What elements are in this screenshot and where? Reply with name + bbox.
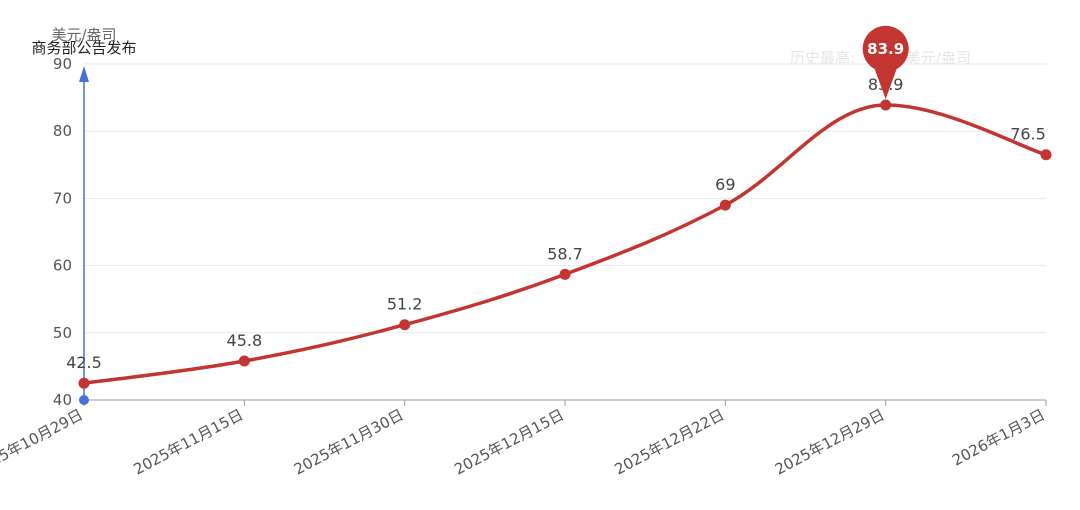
peak-caption: 历史最高: 美元/盎司: [790, 49, 971, 67]
data-point: [78, 377, 90, 389]
annotation-arrow-head: [79, 66, 89, 82]
data-point: [399, 319, 411, 331]
x-tick-label: 2026年1月3日: [949, 406, 1048, 470]
x-tick-label: 2025年11月15日: [131, 406, 247, 479]
data-point: [1040, 149, 1052, 161]
y-tick-label: 50: [53, 324, 72, 342]
data-point: [880, 99, 892, 111]
y-tick-label: 60: [53, 257, 72, 275]
peak-pin-value: 83.9: [867, 40, 904, 58]
data-point: [238, 355, 250, 367]
data-label: 42.5: [66, 353, 102, 372]
data-label: 69: [715, 175, 735, 194]
x-tick-label: 2025年11月30日: [291, 406, 407, 479]
x-tick-label: 2025年12月29日: [772, 406, 888, 479]
annotation-layer: 商务部公告发布: [31, 39, 137, 405]
y-tick-label: 90: [53, 55, 72, 73]
y-tick-label: 40: [53, 391, 72, 409]
annotation-marker: [79, 395, 89, 405]
y-tick-label: 70: [53, 189, 72, 207]
data-label-layer: 42.545.851.258.76983.976.5: [66, 75, 1046, 372]
peak-caption-prefix: 历史最高:: [790, 49, 855, 67]
y-tick-label: 80: [53, 122, 72, 140]
data-point: [559, 268, 571, 280]
peak-pin: 83.9: [862, 25, 909, 99]
peak-caption-suffix: 美元/盎司: [906, 49, 971, 67]
data-label: 76.5: [1010, 125, 1046, 144]
x-tick-label: 2025年12月15日: [451, 406, 567, 479]
series-layer: [78, 99, 1052, 389]
data-point: [719, 199, 731, 211]
data-label: 51.2: [387, 295, 423, 314]
x-tick-label: 2025年10月29日: [0, 406, 86, 479]
x-tick-label: 2025年12月22日: [612, 406, 728, 479]
y-axis-unit: 美元/盎司: [51, 26, 116, 44]
data-label: 45.8: [227, 331, 263, 350]
annotation-label: 商务部公告发布: [31, 39, 136, 57]
peak-pin-shape: [862, 25, 909, 99]
data-label: 58.7: [547, 244, 583, 263]
grid-layer: [84, 63, 1046, 334]
